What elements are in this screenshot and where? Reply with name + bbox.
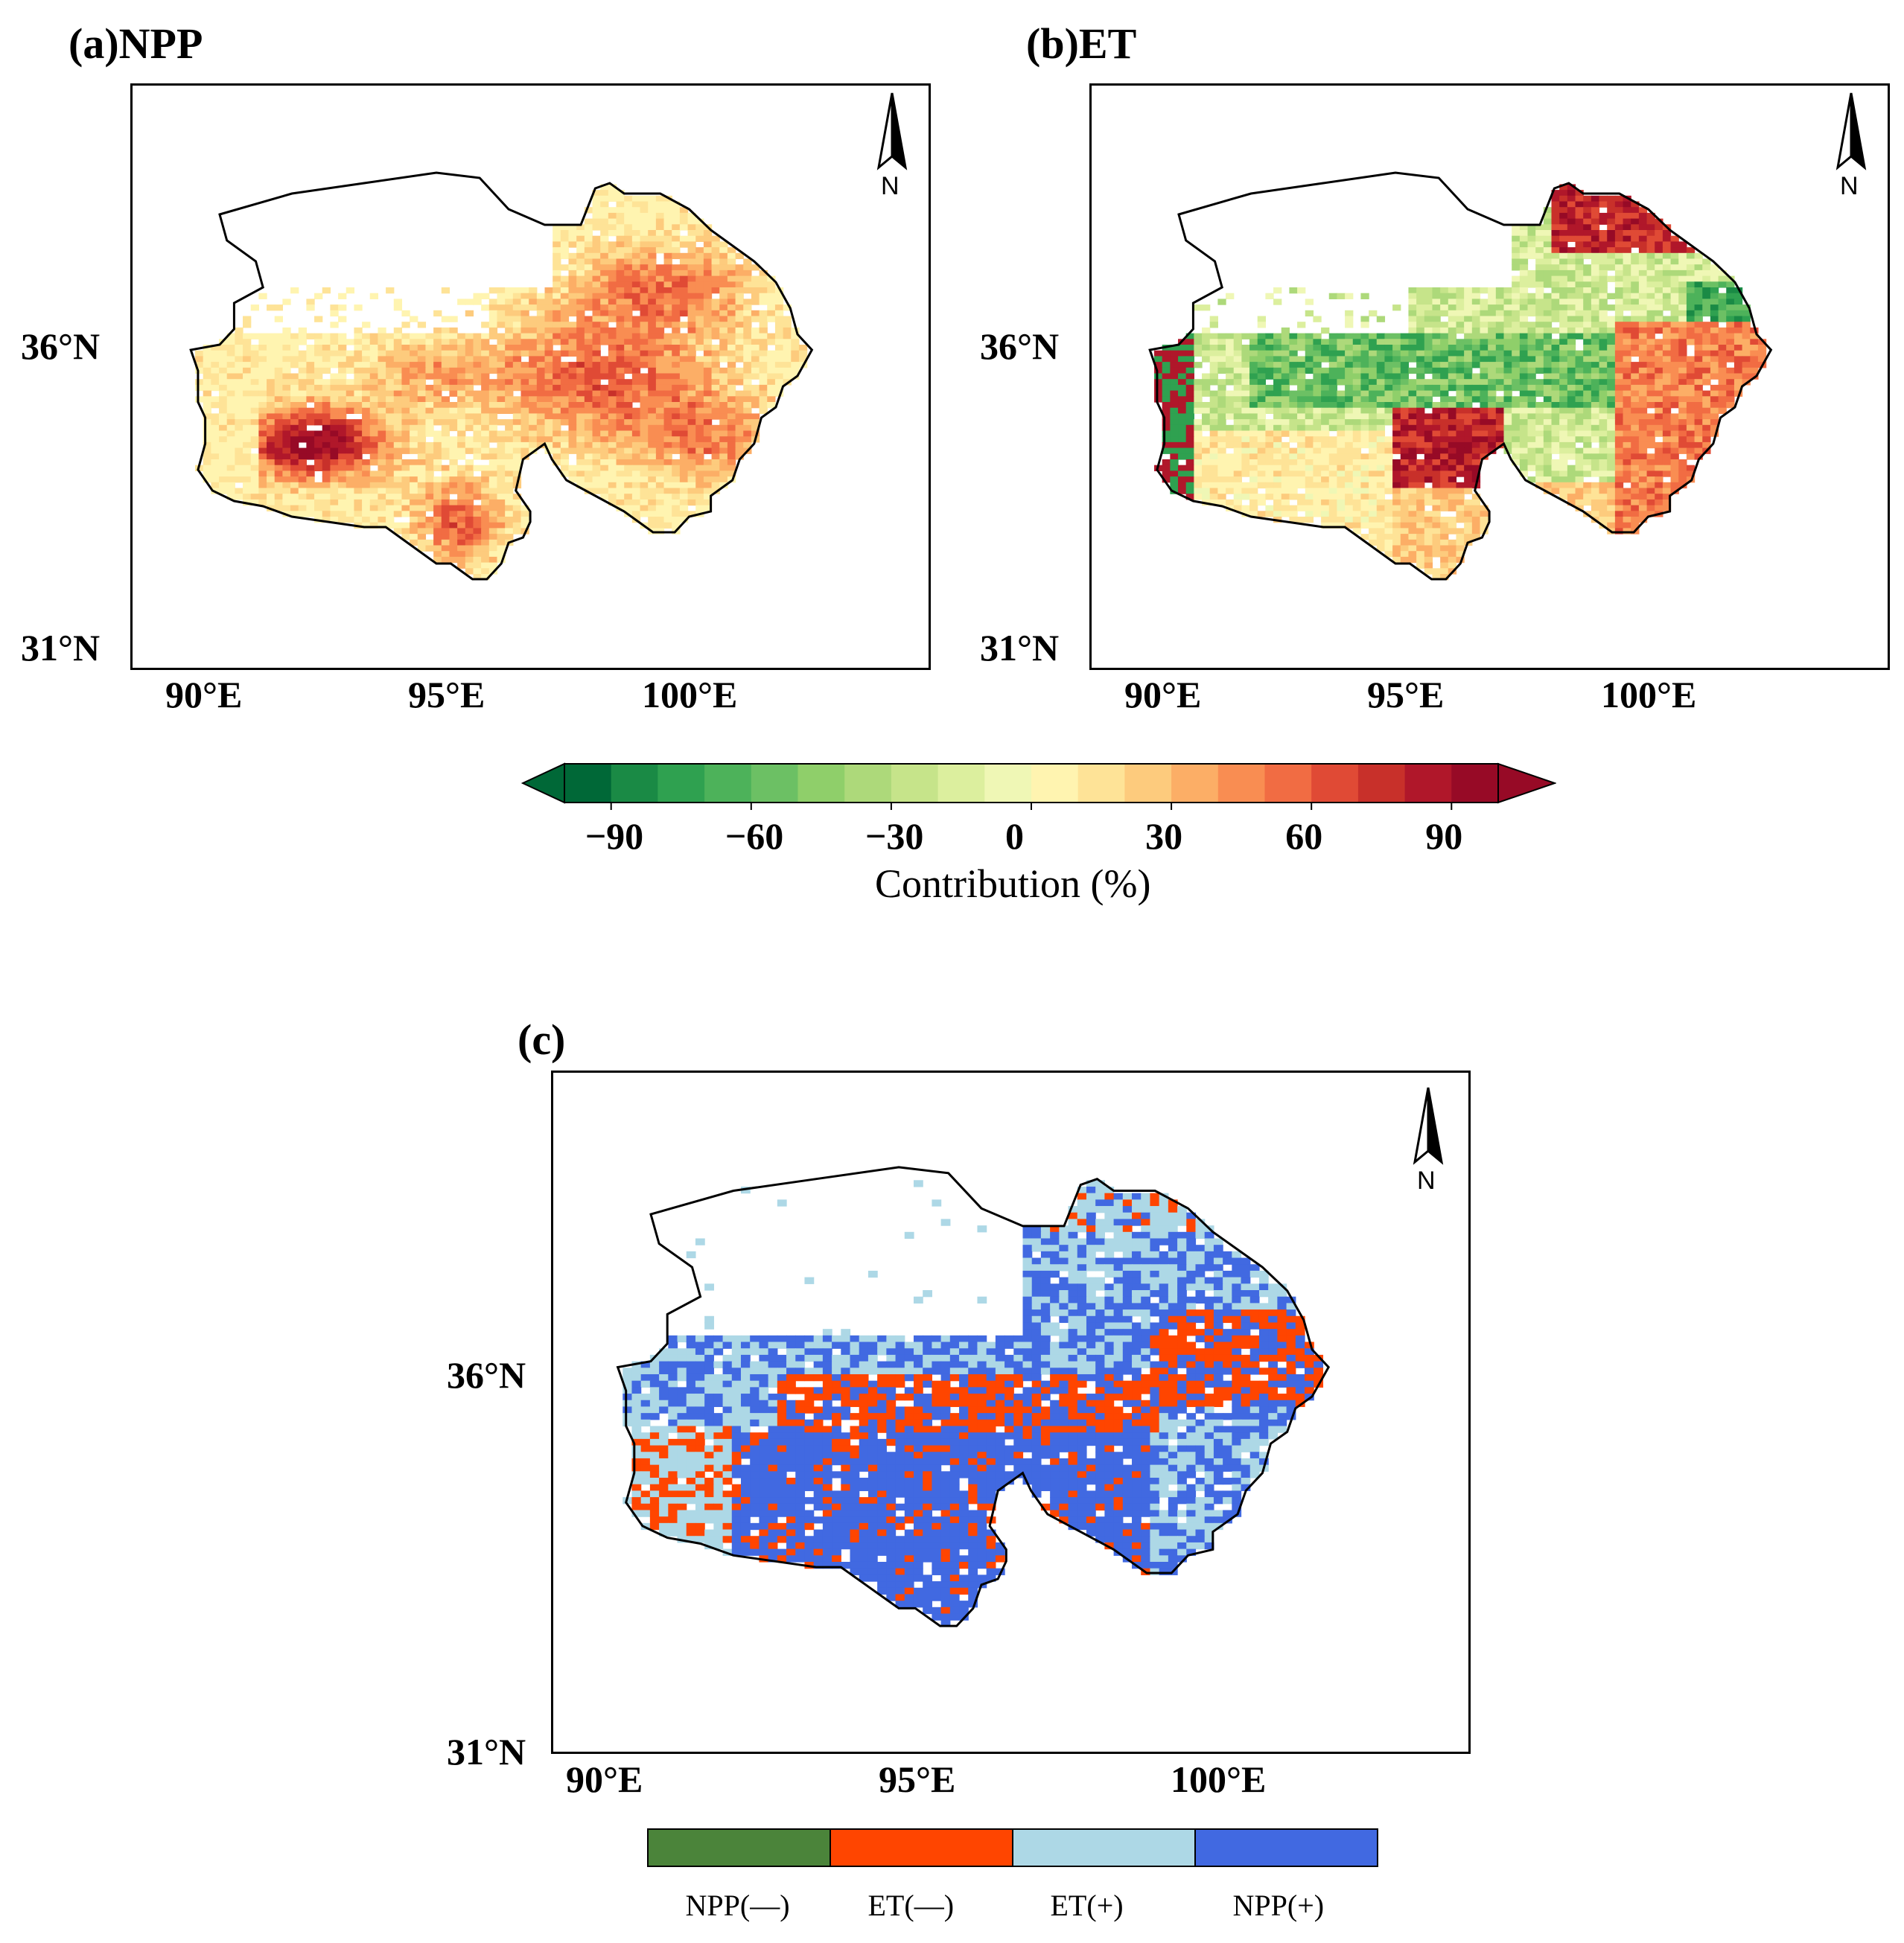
- north-arrow-label: N: [881, 172, 900, 200]
- map-cells: [195, 184, 808, 581]
- panel-a-lat-36: 36°N: [21, 325, 101, 367]
- colorbar-bin: [1404, 764, 1452, 803]
- panel-a-map-svg: [189, 171, 814, 581]
- colorbar-tick-label: −60: [725, 815, 784, 857]
- colorbar-bin: [1311, 764, 1359, 803]
- panel-c-lat-31: 31°N: [447, 1731, 526, 1773]
- legend-label: NPP(+): [1232, 1889, 1325, 1922]
- colorbar-tick-label: −30: [865, 815, 924, 857]
- panel-b-title: (b)ET: [1026, 19, 1137, 68]
- colorbar-bin: [1451, 764, 1499, 803]
- panel-b-lon-90: 90°E: [1124, 674, 1202, 715]
- legend-label: NPP(—): [685, 1889, 790, 1922]
- panel-b-map-svg: [1148, 171, 1773, 581]
- colorbar-tick-label: 30: [1145, 815, 1183, 857]
- panel-b-lon-100: 100°E: [1601, 674, 1697, 715]
- colorbar-bin: [1171, 764, 1219, 803]
- colorbar-bin: [1217, 764, 1265, 803]
- colorbar-tick-label: −90: [585, 815, 644, 857]
- colorbar-bin: [984, 764, 1032, 803]
- region-boundary: [616, 1166, 1331, 1627]
- map-cells: [623, 1180, 1324, 1627]
- legend-label: ET(—): [867, 1889, 955, 1922]
- legend-swatch: [1012, 1828, 1196, 1867]
- colorbar-tick-label: 90: [1425, 815, 1463, 857]
- colorbar-bin: [1077, 764, 1125, 803]
- colorbar-bin: [937, 764, 985, 803]
- colorbar: [521, 762, 1556, 810]
- panel-c-lat-36: 36°N: [447, 1354, 526, 1396]
- colorbar-tick-label: 0: [1005, 815, 1024, 857]
- panel-a-lat-31: 31°N: [21, 627, 101, 669]
- panel-b-lat-36: 36°N: [980, 325, 1060, 367]
- colorbar-title: Contribution (%): [875, 861, 1151, 906]
- colorbar-bin: [797, 764, 845, 803]
- panel-c-lon-90: 90°E: [566, 1758, 643, 1800]
- legend-label: ET(+): [1050, 1889, 1124, 1922]
- panel-a-lon-95: 95°E: [408, 674, 485, 715]
- north-arrow-label: N: [1417, 1167, 1436, 1195]
- colorbar-bin: [1264, 764, 1312, 803]
- colorbar-tick-label: 60: [1285, 815, 1323, 857]
- legend-swatch: [830, 1828, 1013, 1867]
- colorbar-bin: [1124, 764, 1172, 803]
- colorbar-bin: [751, 764, 798, 803]
- colorbar-bin: [611, 764, 658, 803]
- legend-swatch: [1194, 1828, 1378, 1867]
- panel-a-lon-100: 100°E: [642, 674, 738, 715]
- legend-swatch: [647, 1828, 831, 1867]
- north-arrow-label: N: [1840, 172, 1859, 200]
- panel-c-title: (c): [518, 1015, 566, 1064]
- panel-b-lon-95: 95°E: [1367, 674, 1445, 715]
- region-boundary: [1148, 171, 1773, 581]
- region-boundary: [189, 171, 814, 581]
- panel-c-legend: [647, 1828, 1378, 1867]
- panel-c-map-svg: [616, 1166, 1331, 1627]
- panel-c-lon-100: 100°E: [1171, 1758, 1267, 1800]
- panel-a-title: (a)NPP: [69, 19, 203, 68]
- colorbar-bin: [704, 764, 752, 803]
- colorbar-bin: [564, 764, 612, 803]
- colorbar-bin: [658, 764, 705, 803]
- panel-c-lon-95: 95°E: [879, 1758, 956, 1800]
- panel-c-map: N: [551, 1071, 1471, 1754]
- panel-b-map: N: [1089, 83, 1890, 670]
- colorbar-extend-high: [1497, 762, 1556, 804]
- colorbar-bin: [1031, 764, 1079, 803]
- colorbar-bin: [1357, 764, 1406, 803]
- colorbar-bin: [844, 764, 892, 803]
- map-cells: [1154, 184, 1767, 581]
- colorbar-bin: [891, 764, 939, 803]
- colorbar-extend-low: [521, 762, 565, 804]
- panel-b-lat-31: 31°N: [980, 627, 1060, 669]
- panel-a-lon-90: 90°E: [165, 674, 243, 715]
- panel-a-map: N: [130, 83, 931, 670]
